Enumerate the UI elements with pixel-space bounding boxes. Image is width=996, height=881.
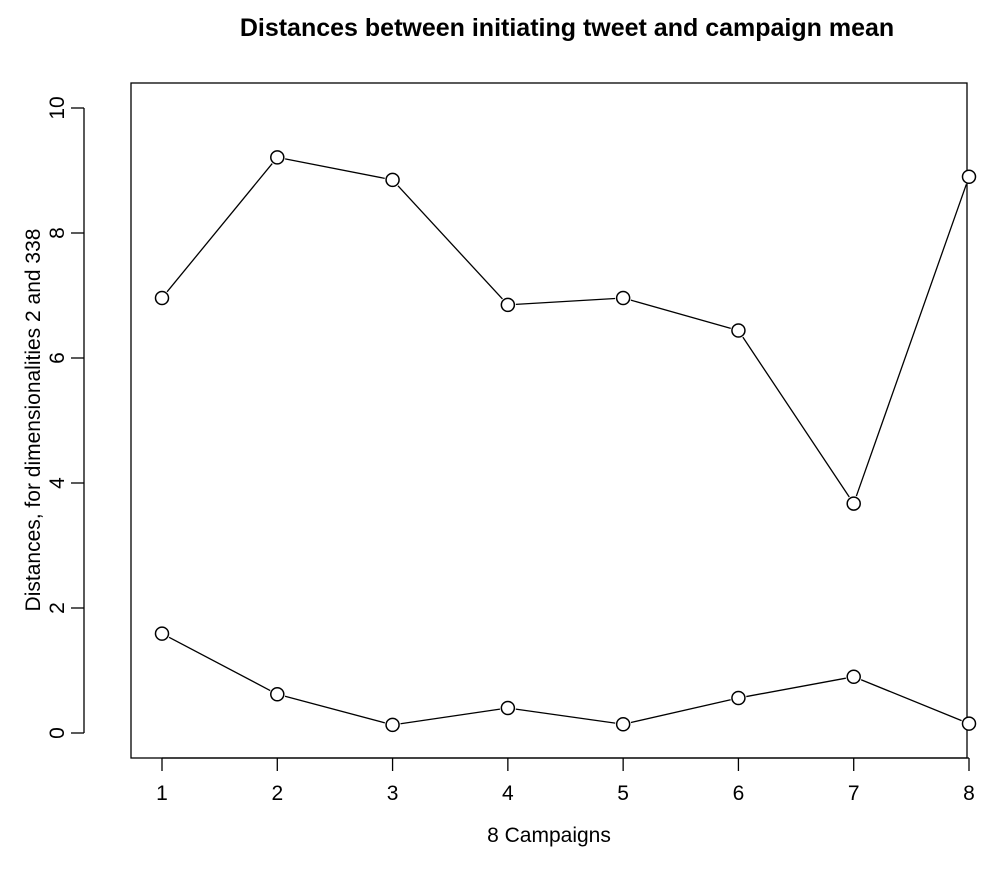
x-tick-label: 4	[502, 782, 514, 805]
x-tick-label: 7	[848, 782, 860, 805]
data-point	[154, 290, 170, 306]
data-point	[500, 297, 516, 313]
x-tick-label: 3	[387, 782, 399, 805]
data-point	[500, 700, 516, 716]
data-point	[385, 717, 400, 733]
series-segment	[855, 184, 967, 497]
y-axis: 0 2 4 6 8 10	[46, 96, 85, 739]
x-tick-label: 1	[156, 782, 168, 805]
series-segment	[284, 695, 386, 724]
plot-area-box	[130, 82, 968, 759]
data-point	[270, 687, 285, 702]
series-segment	[285, 158, 385, 179]
y-tick-label: 2	[46, 602, 69, 614]
x-axis-label: 8 Campaigns	[487, 824, 611, 847]
series-segment	[746, 677, 846, 698]
data-point	[615, 290, 631, 306]
y-tick-label: 4	[46, 477, 69, 489]
y-tick-label: 8	[46, 227, 69, 239]
x-tick-label: 8	[963, 782, 975, 805]
data-point	[154, 626, 170, 641]
x-axis: 1 2 3 4 5 6 7 8	[156, 757, 975, 805]
series-1	[154, 150, 977, 511]
series-segment	[515, 297, 616, 306]
data-point	[961, 716, 977, 731]
x-tick-label: 2	[271, 782, 283, 805]
x-tick-label: 5	[617, 782, 629, 805]
x-tick-label: 6	[733, 782, 745, 805]
series-segment	[397, 185, 503, 300]
series-segment	[515, 708, 616, 724]
data-point	[385, 172, 400, 188]
series-segment	[168, 636, 271, 692]
y-tick-label: 0	[46, 727, 69, 739]
data-point	[615, 717, 631, 732]
y-axis-label: Distances, for dimensionalities 2 and 33…	[22, 229, 45, 612]
series-segment	[630, 299, 731, 329]
series-segment	[860, 679, 962, 722]
data-point	[961, 169, 977, 184]
y-tick-label: 10	[46, 96, 69, 119]
data-point	[846, 496, 861, 511]
series-2	[154, 626, 977, 733]
series-segment	[400, 708, 501, 725]
series-layer	[154, 150, 977, 733]
series-segment	[742, 336, 850, 498]
series-segment	[166, 163, 273, 293]
y-tick-label: 6	[46, 352, 69, 364]
data-point	[846, 669, 861, 684]
series-segment	[630, 699, 731, 724]
data-point	[731, 323, 746, 338]
data-point	[731, 690, 746, 706]
data-point	[270, 150, 285, 165]
chart-title: Distances between initiating tweet and c…	[240, 14, 894, 42]
